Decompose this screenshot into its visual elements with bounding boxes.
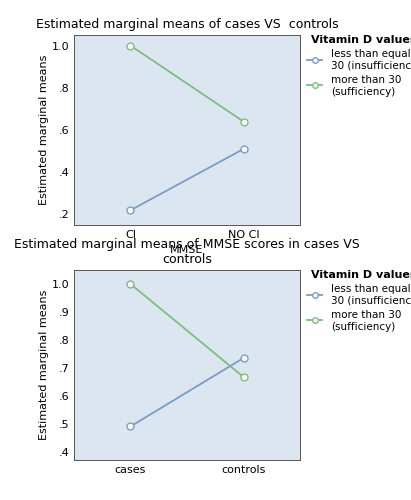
- Legend: less than equal
30 (insufficiency), more than 30
(sufficiency): less than equal 30 (insufficiency), more…: [307, 270, 411, 332]
- Legend: less than equal
30 (insufficiency), more than 30
(sufficiency): less than equal 30 (insufficiency), more…: [307, 35, 411, 96]
- Title: Estimated marginal means of MMSE scores in cases VS
controls: Estimated marginal means of MMSE scores …: [14, 238, 360, 266]
- Y-axis label: Estimated marginal means: Estimated marginal means: [39, 55, 49, 205]
- Y-axis label: Estimated marginal means: Estimated marginal means: [39, 290, 49, 440]
- X-axis label: MMSE: MMSE: [170, 246, 204, 256]
- Title: Estimated marginal means of cases VS  controls: Estimated marginal means of cases VS con…: [36, 18, 338, 31]
